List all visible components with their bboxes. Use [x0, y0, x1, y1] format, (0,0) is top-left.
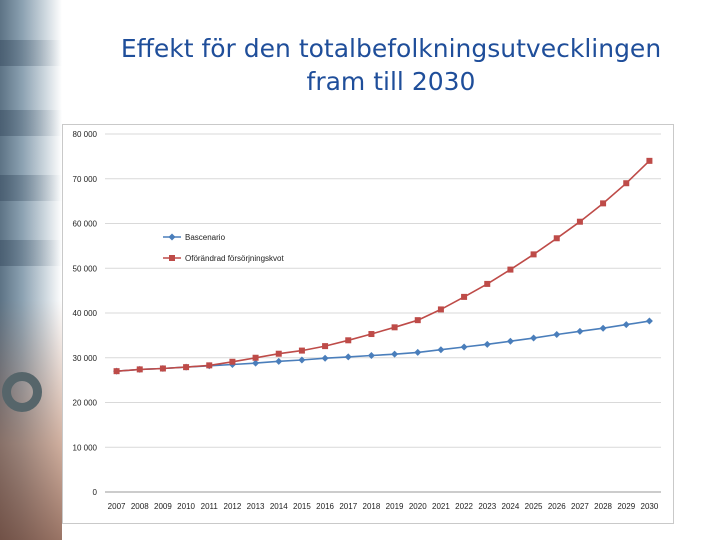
data-point-diamond [252, 359, 260, 367]
x-tick-label: 2019 [386, 502, 404, 511]
y-tick-label: 50 000 [73, 264, 98, 273]
y-tick-label: 10 000 [73, 443, 98, 452]
data-point-square [113, 368, 120, 375]
data-point-square [623, 180, 630, 187]
x-tick-label: 2021 [432, 502, 450, 511]
series-line-1 [116, 320, 650, 372]
y-tick-label: 70 000 [73, 175, 98, 184]
data-point-diamond [506, 337, 514, 345]
slide-title-line-1: Effekt för den totalbefolkningsutvecklin… [120, 34, 662, 63]
data-point-square [183, 364, 190, 371]
x-tick-label: 2017 [339, 502, 357, 511]
y-tick-label: 0 [93, 488, 98, 497]
x-tick-label: 2010 [177, 502, 195, 511]
data-point-diamond [483, 340, 491, 348]
y-tick-label: 40 000 [73, 309, 98, 318]
x-tick-label: 2027 [571, 502, 589, 511]
data-point-square [576, 218, 583, 225]
data-point-square [484, 280, 491, 287]
legend-marker-diamond [168, 233, 176, 241]
data-point-square [136, 366, 143, 373]
legend-marker-square [169, 255, 175, 261]
data-point-square [507, 266, 514, 273]
x-tick-label: 2009 [154, 502, 172, 511]
data-point-square [345, 337, 352, 344]
iron-ring-image [2, 372, 42, 412]
x-tick-label: 2013 [247, 502, 265, 511]
x-tick-label: 2007 [108, 502, 126, 511]
x-tick-label: 2012 [224, 502, 242, 511]
data-point-diamond [414, 348, 422, 356]
data-point-diamond [622, 321, 630, 329]
x-tick-label: 2014 [270, 502, 288, 511]
data-point-square [600, 200, 607, 207]
chart-frame: 0 10 000 20 000 30 000 40 000 50 000 60 000 70 … [62, 124, 674, 524]
data-point-diamond [530, 334, 538, 342]
data-point-square [298, 347, 305, 354]
x-tick-label: 2018 [363, 502, 381, 511]
y-tick-label: 20 000 [73, 399, 98, 408]
data-point-square [322, 343, 329, 350]
x-tick-label: 2029 [617, 502, 635, 511]
data-point-square [437, 306, 444, 313]
data-point-diamond [298, 356, 306, 364]
y-tick-label: 80 000 [73, 130, 98, 139]
data-point-square [646, 157, 653, 164]
data-point-square [553, 235, 560, 242]
x-tick-label: 2023 [478, 502, 496, 511]
data-point-diamond [321, 354, 329, 362]
data-point-square [530, 251, 537, 258]
y-tick-label: 60 000 [73, 220, 98, 229]
data-point-diamond [275, 357, 283, 365]
data-point-square [206, 362, 213, 369]
data-point-diamond [460, 343, 468, 351]
x-tick-label: 2028 [594, 502, 612, 511]
data-point-square [461, 293, 468, 300]
data-point-diamond [391, 350, 399, 358]
legend-label: Bascenario [185, 233, 226, 242]
data-point-square [391, 324, 398, 331]
x-tick-label: 2024 [502, 502, 520, 511]
x-tick-label: 2008 [131, 502, 149, 511]
data-point-diamond [645, 317, 653, 325]
slide-title-line-2: fram till 2030 [306, 67, 476, 96]
data-point-diamond [344, 353, 352, 361]
data-point-diamond [599, 324, 607, 332]
data-point-diamond [553, 330, 561, 338]
legend-label: Oförändrad försörjningskvot [185, 254, 284, 263]
data-point-diamond [437, 346, 445, 354]
x-tick-label: 2030 [641, 502, 659, 511]
x-tick-label: 2026 [548, 502, 566, 511]
decorative-sidebar-photo [0, 0, 62, 540]
slide-title: Effekt för den totalbefolkningsutvecklin… [62, 32, 720, 98]
x-tick-label: 2025 [525, 502, 543, 511]
data-point-square [229, 358, 236, 365]
data-point-square [275, 350, 282, 357]
line-chart: 0 10 000 20 000 30 000 40 000 50 000 60 000 70 … [73, 130, 661, 511]
y-tick-label: 30 000 [73, 354, 98, 363]
data-point-diamond [367, 352, 375, 360]
data-point-square [159, 365, 166, 372]
data-point-square [252, 354, 259, 361]
x-tick-label: 2015 [293, 502, 311, 511]
data-point-square [414, 317, 421, 324]
x-tick-label: 2022 [455, 502, 473, 511]
series-line-2 [116, 160, 650, 372]
data-point-square [368, 331, 375, 338]
x-tick-label: 2016 [316, 502, 334, 511]
data-point-diamond [576, 327, 584, 335]
x-tick-label: 2011 [201, 502, 219, 511]
x-tick-label: 2020 [409, 502, 427, 511]
